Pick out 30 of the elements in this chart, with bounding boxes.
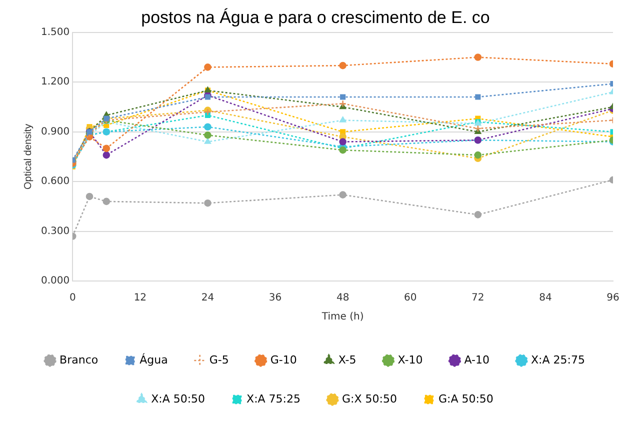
legend-label: X:A 25:75 xyxy=(530,353,585,366)
y-tick-label: 0.300 xyxy=(40,226,70,237)
chart-title: postos na Água e para o crescimento de E. co xyxy=(141,8,490,27)
legend-label: Branco xyxy=(60,353,98,366)
legend-label: X-10 xyxy=(398,353,423,366)
legend-label: A-10 xyxy=(464,353,490,366)
legend-label: X:A 75:25 xyxy=(246,392,301,406)
y-tick-label: 1.200 xyxy=(40,76,70,88)
x-tick-label: 72 xyxy=(472,292,484,304)
legend-label: G:X 50:50 xyxy=(342,392,397,406)
legend-label: G-5 xyxy=(209,353,229,366)
y-tick-label: 1.500 xyxy=(40,26,70,38)
x-axis-title: Time (h) xyxy=(320,312,364,323)
x-tick-label: 36 xyxy=(268,292,282,304)
y-axis-title: Optical density xyxy=(22,124,34,190)
y-tick-label: 0.600 xyxy=(40,176,70,188)
x-tick-label: 84 xyxy=(539,292,552,304)
x-tick-label: 60 xyxy=(404,292,417,304)
x-tick-label: 0 xyxy=(69,292,76,304)
y-tick-label: 0.000 xyxy=(40,276,70,287)
legend-label: X-5 xyxy=(338,353,356,366)
legend-label: G-10 xyxy=(270,353,297,366)
x-tick-label: 24 xyxy=(201,292,214,304)
y-tick-label: 0.900 xyxy=(40,126,70,138)
x-tick-label: 48 xyxy=(336,292,350,304)
legend-label: X:A 50:50 xyxy=(151,392,206,406)
legend-label: G:A 50:50 xyxy=(438,392,494,406)
legend-label: Água xyxy=(140,352,168,366)
x-tick-label: 96 xyxy=(606,292,620,304)
x-tick-label: 12 xyxy=(134,292,147,304)
